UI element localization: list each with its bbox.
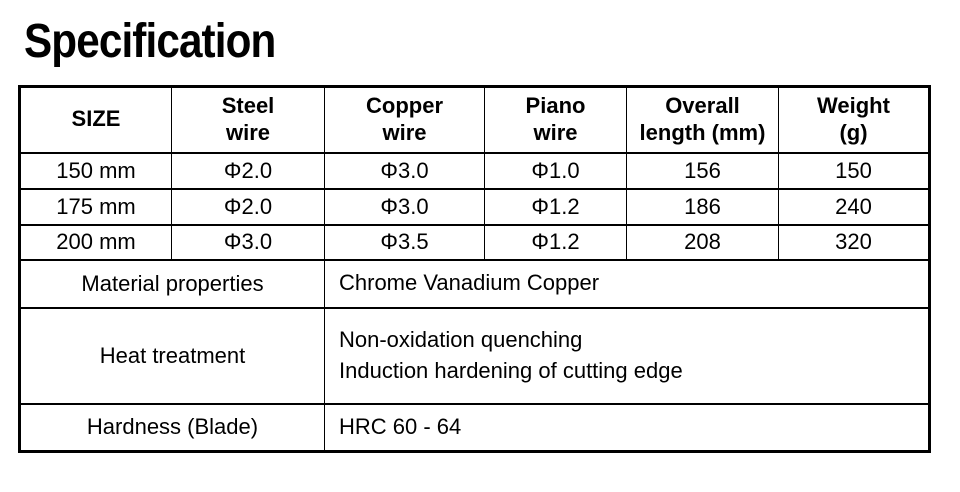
cell-steel-wire: Φ2.0 <box>171 187 325 226</box>
table-row-200mm: 200 mm Φ3.0 Φ3.5 Φ1.2 208 320 <box>19 223 930 261</box>
cell-steel-wire: Φ3.0 <box>171 223 325 261</box>
cell-weight: 150 <box>778 151 930 190</box>
cell-overall-length: 208 <box>626 223 779 261</box>
header-piano-wire: Piano wire <box>484 85 627 154</box>
cell-size: 200 mm <box>19 223 172 261</box>
cell-overall-length: 186 <box>626 187 779 226</box>
header-steel-wire: Steel wire <box>171 85 325 154</box>
header-copper-wire: Copper wire <box>324 85 485 154</box>
cell-weight: 240 <box>778 187 930 226</box>
cell-size: 150 mm <box>19 151 172 190</box>
table-row-material-properties: Material properties Chrome Vanadium Copp… <box>19 258 930 309</box>
header-size: SIZE <box>19 85 172 154</box>
header-overall-length: Overall length (mm) <box>626 85 779 154</box>
cell-size: 175 mm <box>19 187 172 226</box>
table-row-175mm: 175 mm Φ2.0 Φ3.0 Φ1.2 186 240 <box>19 187 930 226</box>
cell-copper-wire: Φ3.0 <box>324 151 485 190</box>
cell-copper-wire: Φ3.5 <box>324 223 485 261</box>
cell-weight: 320 <box>778 223 930 261</box>
table-row-heat-treatment: Heat treatment Non-oxidation quenching I… <box>19 306 930 405</box>
heat-treatment-value: Non-oxidation quenching Induction harden… <box>324 306 930 405</box>
table-row-150mm: 150 mm Φ2.0 Φ3.0 Φ1.0 156 150 <box>19 151 930 190</box>
cell-piano-wire: Φ1.2 <box>484 223 627 261</box>
cell-piano-wire: Φ1.0 <box>484 151 627 190</box>
cell-steel-wire: Φ2.0 <box>171 151 325 190</box>
cell-piano-wire: Φ1.2 <box>484 187 627 226</box>
material-properties-label: Material properties <box>19 258 325 309</box>
page-title: Specification <box>24 15 276 68</box>
hardness-value: HRC 60 - 64 <box>324 402 930 453</box>
cell-overall-length: 156 <box>626 151 779 190</box>
cell-copper-wire: Φ3.0 <box>324 187 485 226</box>
hardness-label: Hardness (Blade) <box>19 402 325 453</box>
table-row-hardness: Hardness (Blade) HRC 60 - 64 <box>19 402 930 453</box>
header-weight: Weight (g) <box>778 85 930 154</box>
heat-treatment-label: Heat treatment <box>19 306 325 405</box>
specification-table: SIZE Steel wire Copper wire Piano wire O… <box>18 85 931 453</box>
table-header-row: SIZE Steel wire Copper wire Piano wire O… <box>19 85 930 154</box>
material-properties-value: Chrome Vanadium Copper <box>324 258 930 309</box>
